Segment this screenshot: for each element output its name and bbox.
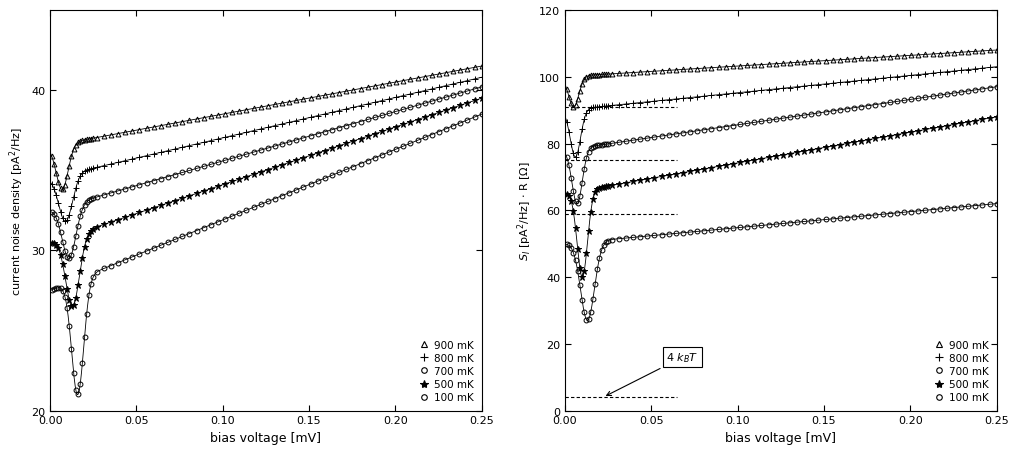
X-axis label: bias voltage [mV]: bias voltage [mV] <box>725 431 836 444</box>
Y-axis label: $S_I$ [pA$^2$/Hz] $\cdot$ R [$\Omega$]: $S_I$ [pA$^2$/Hz] $\cdot$ R [$\Omega$] <box>515 161 533 261</box>
X-axis label: bias voltage [mV]: bias voltage [mV] <box>210 431 321 444</box>
Text: $4\ k_B T$: $4\ k_B T$ <box>607 350 699 396</box>
Y-axis label: current noise density [pA$^2$/Hz]: current noise density [pA$^2$/Hz] <box>7 126 25 295</box>
Legend: 900 mK, 800 mK, 700 mK, 500 mK, 100 mK: 900 mK, 800 mK, 700 mK, 500 mK, 100 mK <box>932 337 992 405</box>
Legend: 900 mK, 800 mK, 700 mK, 500 mK, 100 mK: 900 mK, 800 mK, 700 mK, 500 mK, 100 mK <box>417 337 477 405</box>
